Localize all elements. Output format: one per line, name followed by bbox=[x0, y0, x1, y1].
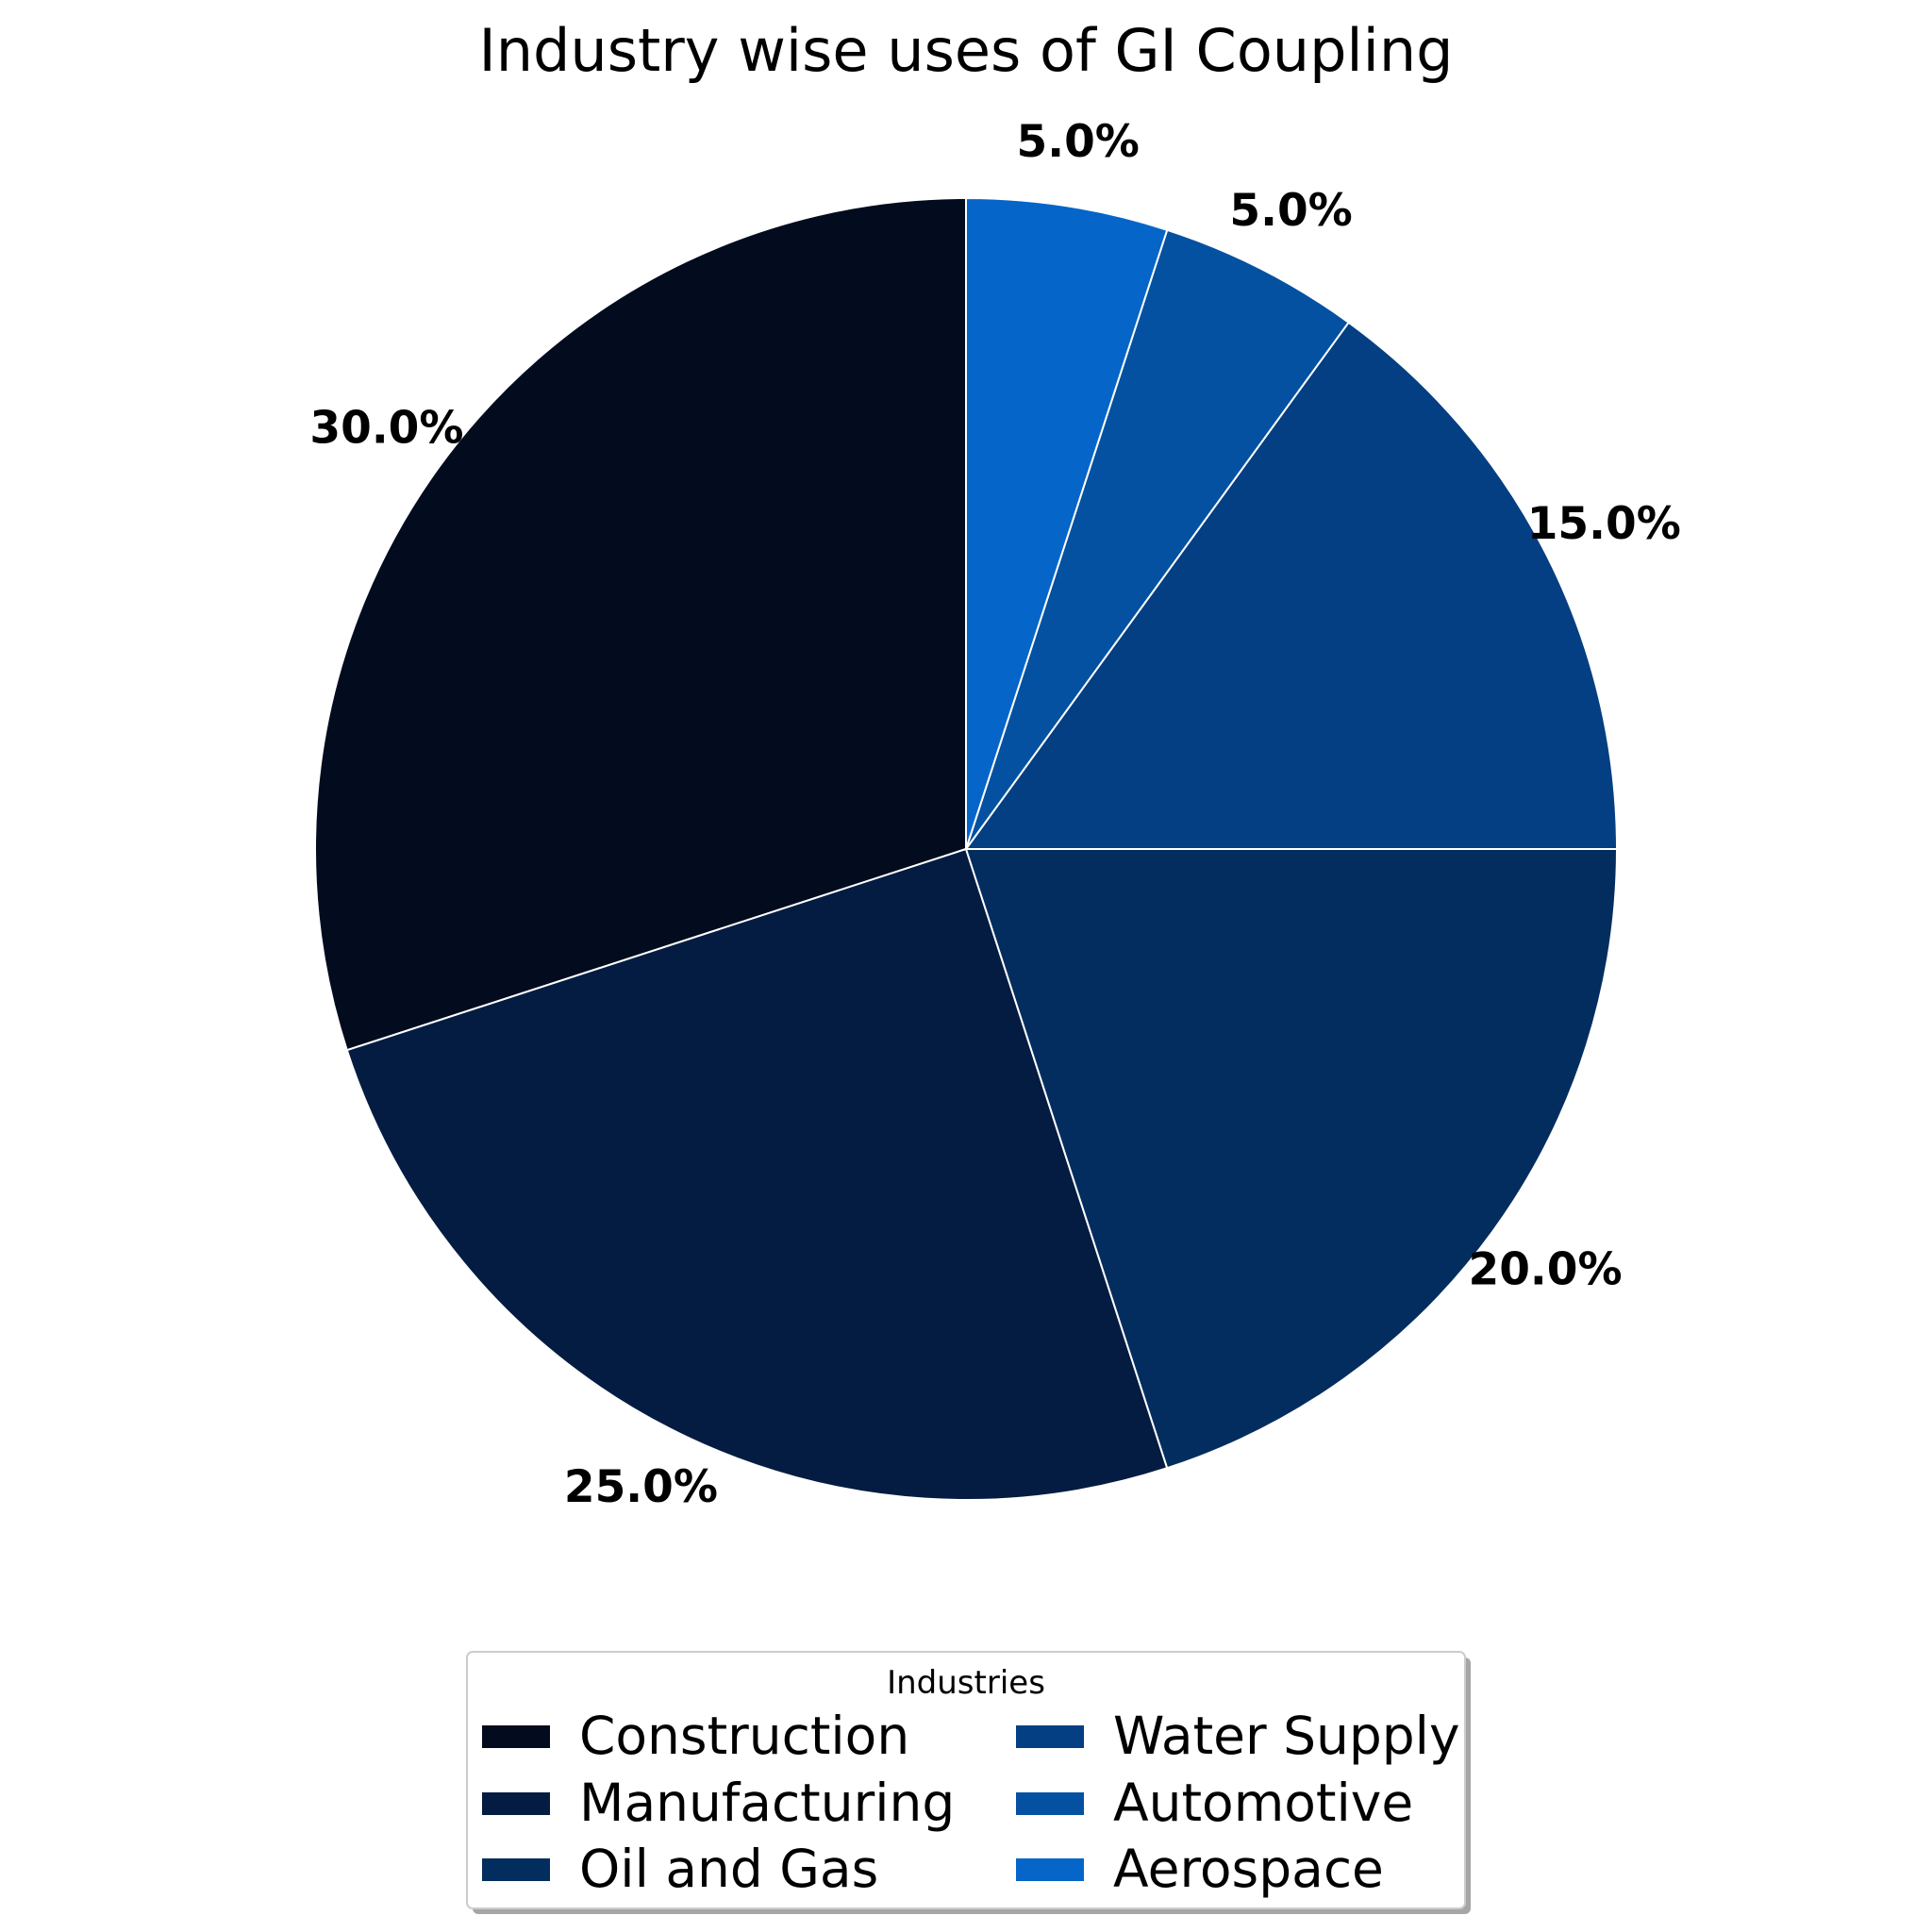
legend-swatch-manufacturing bbox=[482, 1792, 550, 1815]
legend-label-water-supply: Water Supply bbox=[1113, 1706, 1460, 1766]
legend-label-construction: Construction bbox=[579, 1706, 909, 1766]
legend-box bbox=[466, 1651, 1466, 1909]
legend-label-aerospace: Aerospace bbox=[1113, 1839, 1384, 1899]
percent-label-water-supply: 15.0% bbox=[1527, 498, 1681, 550]
percent-label-automotive: 5.0% bbox=[1229, 185, 1352, 237]
legend-swatch-automotive bbox=[1016, 1792, 1084, 1815]
legend-swatch-oil-and-gas bbox=[482, 1858, 550, 1881]
legend-swatch-water-supply bbox=[1016, 1725, 1084, 1748]
percent-label-manufacturing: 25.0% bbox=[564, 1461, 718, 1513]
pie-slice-oil-and-gas bbox=[964, 848, 1619, 1470]
pie-slice-construction bbox=[314, 196, 967, 1052]
pie-slice-water-supply bbox=[964, 321, 1619, 850]
percent-label-oil-and-gas: 20.0% bbox=[1469, 1244, 1623, 1296]
legend-title: Industries bbox=[887, 1664, 1045, 1702]
percent-labels: 30.0% 25.0% 20.0% 15.0% 5.0% 5.0% bbox=[309, 116, 1680, 1513]
legend-label-oil-and-gas: Oil and Gas bbox=[579, 1839, 878, 1899]
legend-swatch-aerospace bbox=[1016, 1858, 1084, 1881]
pie-slice-aerospace bbox=[965, 196, 1169, 850]
pie-slice-automotive bbox=[965, 228, 1350, 850]
percent-label-aerospace: 5.0% bbox=[1017, 116, 1140, 168]
chart-title: Industry wise uses of GI Coupling bbox=[478, 16, 1453, 85]
legend-swatch-construction bbox=[482, 1725, 550, 1748]
percent-label-construction: 30.0% bbox=[309, 402, 463, 454]
legend-label-automotive: Automotive bbox=[1113, 1773, 1413, 1833]
pie-slices bbox=[314, 196, 1619, 1502]
legend-label-manufacturing: Manufacturing bbox=[579, 1773, 955, 1833]
pie-slice-manufacturing bbox=[345, 847, 1169, 1502]
legend: Industries Construction ManufacturingOil … bbox=[466, 1651, 1471, 1914]
